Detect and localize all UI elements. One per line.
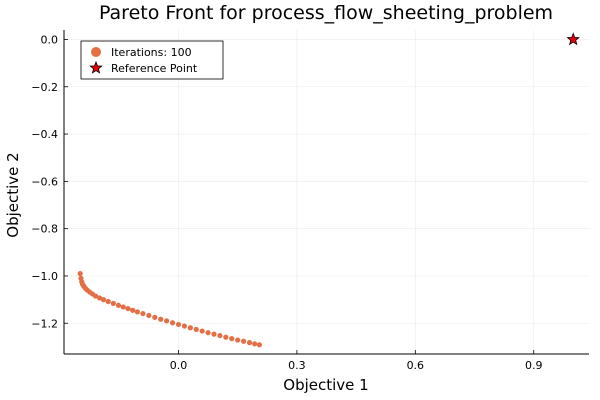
pareto-point <box>256 342 262 348</box>
pareto-point <box>223 334 229 340</box>
pareto-point <box>110 300 116 306</box>
pareto-point <box>77 270 83 277</box>
pareto-point <box>235 337 241 343</box>
pareto-point <box>100 297 107 303</box>
pareto-point <box>217 332 223 339</box>
pareto-point <box>146 312 152 319</box>
legend: Iterations: 100 Reference Point <box>80 40 224 80</box>
x-tick-label: 0.3 <box>288 359 306 372</box>
pareto-point <box>205 330 211 336</box>
pareto-point <box>115 302 122 308</box>
y-tick-label: −0.8 <box>31 223 58 236</box>
pareto-point <box>96 295 103 301</box>
pareto-point <box>181 323 187 329</box>
pareto-point <box>211 331 217 337</box>
legend-star-icon <box>89 60 103 74</box>
y-axis-title: Objective 2 <box>4 152 22 237</box>
x-tick-label: 0.9 <box>525 359 543 372</box>
data-points <box>77 32 580 348</box>
pareto-point <box>241 338 247 344</box>
legend-circle-icon <box>91 47 101 57</box>
legend-box <box>80 40 224 80</box>
pareto-point <box>193 326 199 333</box>
legend-label: Iterations: 100 <box>111 46 192 59</box>
pareto-point <box>164 318 170 324</box>
y-tick-label: −1.0 <box>31 270 58 283</box>
pareto-point <box>92 293 99 299</box>
x-axis-title: Objective 1 <box>283 376 368 394</box>
pareto-point <box>246 340 253 346</box>
pareto-point <box>229 336 235 342</box>
x-tick-label: 0.6 <box>407 359 425 372</box>
y-tick-label: −0.6 <box>31 175 58 188</box>
pareto-point <box>158 316 164 322</box>
chart-title: Pareto Front for process_flow_sheeting_p… <box>99 2 553 24</box>
x-tick-label: 0.0 <box>170 359 188 372</box>
legend-label: Reference Point <box>111 62 198 75</box>
pareto-point <box>125 305 131 312</box>
pareto-point <box>105 298 111 305</box>
pareto-point <box>134 309 141 315</box>
y-tick-label: 0.0 <box>41 33 59 46</box>
pareto-point <box>187 325 193 331</box>
pareto-point <box>175 321 182 328</box>
tick-labels: 0.0 0.3 0.6 0.9 0.0 −0.2 −0.4 −0.6 −0.8 −1.0 −1.2 <box>31 33 542 372</box>
reference-point-marker <box>566 32 580 46</box>
y-tick-label: −1.2 <box>31 317 58 330</box>
pareto-point <box>199 328 205 334</box>
pareto-point <box>120 304 126 310</box>
pareto-point <box>130 307 136 313</box>
y-tick-label: −0.2 <box>31 81 58 94</box>
pareto-point <box>252 341 258 347</box>
pareto-point <box>152 314 158 320</box>
grid-lines <box>64 30 589 354</box>
axes <box>63 30 589 355</box>
y-tick-label: −0.4 <box>31 128 58 141</box>
pareto-point <box>140 310 146 317</box>
pareto-point <box>169 320 176 326</box>
